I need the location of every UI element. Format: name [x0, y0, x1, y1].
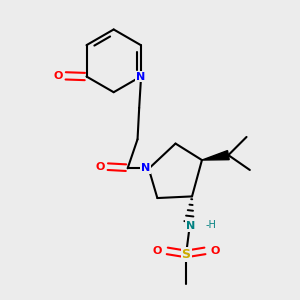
Text: N: N	[141, 163, 150, 173]
Text: O: O	[53, 71, 63, 81]
Text: S: S	[182, 248, 190, 261]
Text: -H: -H	[205, 220, 216, 230]
Text: O: O	[95, 162, 105, 172]
Text: N: N	[186, 221, 195, 231]
Text: N: N	[136, 71, 146, 82]
Text: O: O	[153, 246, 162, 256]
Text: O: O	[210, 246, 220, 256]
Polygon shape	[202, 151, 229, 160]
